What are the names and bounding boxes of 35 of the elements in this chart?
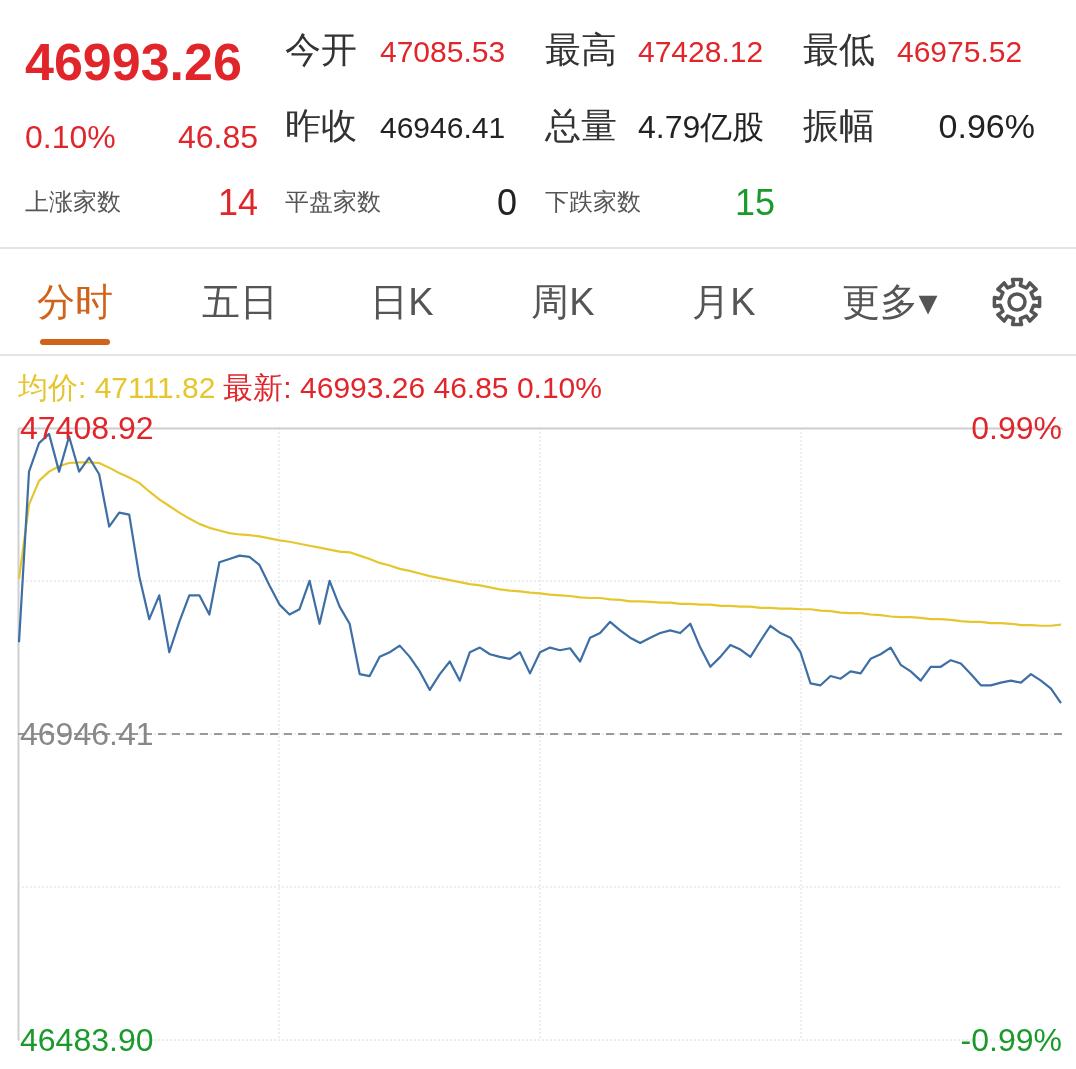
text: 上涨家数 xyxy=(25,188,121,215)
text: 0 xyxy=(496,182,517,223)
text: 月K xyxy=(692,281,756,323)
text: 最新: 46993.26 46.85 0.10% xyxy=(223,371,602,404)
y2-tick-label: -0.99% xyxy=(960,1022,1062,1059)
text: 日K xyxy=(370,281,434,323)
text: 下跌家数 xyxy=(545,188,641,215)
y2-tick-label: 0.99% xyxy=(971,410,1062,447)
text: 更多▾ xyxy=(842,281,938,323)
text: 周K xyxy=(531,281,595,323)
text: 分时 xyxy=(37,281,113,323)
text: 五日 xyxy=(202,281,278,323)
text: 46975.52 xyxy=(897,35,1023,68)
text: 47085.53 xyxy=(380,35,506,68)
y-tick-label: 46483.90 xyxy=(20,1022,154,1059)
text: 均价: 47111.82 xyxy=(17,371,216,404)
text: 14 xyxy=(217,182,258,223)
text: 0.10% xyxy=(25,119,116,155)
text: 46.85 xyxy=(177,119,258,155)
text: 振幅 xyxy=(803,105,875,146)
text: 今开 xyxy=(285,29,357,70)
chart-title: 46993.26 xyxy=(25,33,242,91)
text: 4.79亿股 xyxy=(638,109,765,145)
line-series xyxy=(17,461,1063,627)
text: 平盘家数 xyxy=(285,188,381,215)
text: 0.96% xyxy=(938,107,1035,145)
y-tick-label: 47408.92 xyxy=(20,410,154,447)
text: 最低 xyxy=(803,29,875,70)
text: 46946.41 xyxy=(380,111,506,144)
y-tick-label: 46946.41 xyxy=(20,716,154,753)
text: 最高 xyxy=(545,29,617,70)
text: 15 xyxy=(734,182,775,223)
text: 总量 xyxy=(544,105,617,146)
text: 47428.12 xyxy=(638,35,764,68)
text: 昨收 xyxy=(285,105,357,146)
